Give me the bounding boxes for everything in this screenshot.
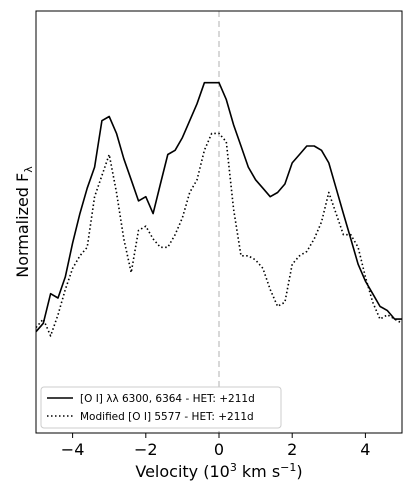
x-tick-label: 0: [214, 440, 224, 459]
x-ticks: −4 −2 0 2 4: [61, 433, 370, 459]
legend: [O I] λλ 6300, 6364 - HET: +211d Modifie…: [40, 386, 282, 429]
legend-entry-oi-5577: Modified [O I] 5577 - HET: +211d: [80, 411, 254, 423]
series-line-1: [35, 132, 403, 337]
y-axis-title: Normalized Fλ: [13, 166, 35, 278]
x-axis-title: Velocity (103 km s−1): [135, 461, 302, 481]
x-tick-label: 2: [287, 440, 297, 459]
series-line-0: [35, 81, 402, 333]
series-layer: [35, 81, 403, 337]
legend-entry-oi-doublet: [O I] λλ 6300, 6364 - HET: +211d: [80, 393, 255, 405]
legend-box: [40, 386, 282, 429]
x-tick-label: −4: [61, 440, 85, 459]
x-tick-label: −2: [134, 440, 158, 459]
x-tick-label: 4: [360, 440, 370, 459]
